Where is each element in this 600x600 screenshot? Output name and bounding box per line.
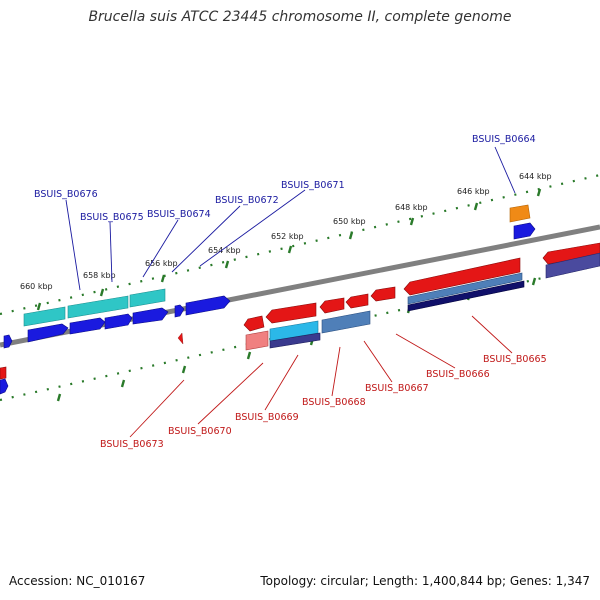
map-title: Brucella suis ATCC 23445 chromosome II, … <box>88 9 512 25</box>
major-tick <box>536 188 542 197</box>
label-leaders <box>65 146 516 438</box>
gene-arrow-forward <box>104 313 133 330</box>
gene-arrow-forward <box>3 334 13 349</box>
leader-forward <box>65 199 81 291</box>
major-tick <box>99 288 105 297</box>
gene-feature-cyan <box>67 295 129 319</box>
gene-label-b0669[interactable]: BSUIS_B0669 <box>235 412 299 423</box>
major-tick <box>224 260 230 269</box>
gene-arrow-forward <box>185 295 231 316</box>
gene-arrow-forward <box>174 304 185 318</box>
gene-feature-cyan <box>269 320 319 342</box>
major-tick <box>181 365 187 374</box>
leader-forward <box>142 219 179 278</box>
scale-label: 658 kbp <box>83 271 116 280</box>
gene-feature-pink <box>245 330 269 351</box>
gene-arrow-reverse <box>0 366 7 380</box>
major-tick <box>287 245 293 254</box>
leader-forward <box>171 205 241 273</box>
gene-labels: BSUIS_B0664 BSUIS_B0671 BSUIS_B0672 BSUI… <box>34 134 547 450</box>
gene-label-b0670[interactable]: BSUIS_B0670 <box>168 426 232 437</box>
major-tick <box>120 379 126 388</box>
major-tick <box>531 277 537 286</box>
reverse-genes <box>0 242 600 380</box>
major-tick <box>56 393 62 402</box>
major-tick <box>473 202 479 211</box>
gene-label-b0673[interactable]: BSUIS_B0673 <box>100 439 164 450</box>
scale-label: 646 kbp <box>457 187 490 196</box>
gene-arrow-forward <box>27 323 69 343</box>
scale-label: 656 kbp <box>145 259 178 268</box>
gene-arrow-forward <box>0 378 9 395</box>
gene-feature-steel <box>321 310 371 334</box>
leader-forward <box>199 189 306 267</box>
gene-arrow-reverse <box>403 257 521 296</box>
gene-arrow-reverse <box>177 332 184 345</box>
major-tick <box>36 302 42 311</box>
gene-label-b0666[interactable]: BSUIS_B0666 <box>426 369 490 380</box>
scale-label: 652 kbp <box>271 232 304 241</box>
gene-feature-navy <box>269 332 321 349</box>
leader-reverse <box>129 379 185 438</box>
scale-label: 648 kbp <box>395 203 428 212</box>
gene-arrow-forward <box>132 307 169 325</box>
leader-reverse <box>363 340 393 383</box>
gene-label-b0668[interactable]: BSUIS_B0668 <box>302 397 366 408</box>
major-tick <box>246 351 252 360</box>
gene-arrow-reverse <box>370 286 396 302</box>
gene-feature-orange <box>509 204 531 223</box>
scale-labels: 644 kbp 646 kbp 648 kbp 650 kbp 652 kbp … <box>20 172 552 291</box>
gene-arrow-reverse <box>265 302 317 324</box>
gene-label-b0665[interactable]: BSUIS_B0665 <box>483 354 547 365</box>
gene-arrow-reverse <box>243 315 265 332</box>
gene-arrow-forward <box>513 222 536 240</box>
major-tick <box>348 231 354 240</box>
genome-summary-text: Topology: circular; Length: 1,400,844 bp… <box>260 574 590 588</box>
accession-text: Accession: NC_010167 <box>9 574 146 588</box>
leader-forward <box>494 146 516 194</box>
leader-reverse <box>331 346 341 397</box>
leader-reverse <box>197 362 264 425</box>
major-tick <box>409 217 415 226</box>
scale-label: 660 kbp <box>20 282 53 291</box>
gene-feature-cyan <box>23 306 66 327</box>
scale-label: 644 kbp <box>519 172 552 181</box>
gene-arrow-forward <box>69 317 106 335</box>
gene-label-b0667[interactable]: BSUIS_B0667 <box>365 383 429 394</box>
leader-reverse <box>264 354 299 411</box>
gene-label-b0676[interactable]: BSUIS_B0676 <box>34 189 98 200</box>
gene-label-b0671[interactable]: BSUIS_B0671 <box>281 180 345 191</box>
scale-label: 654 kbp <box>208 246 241 255</box>
gene-label-b0664[interactable]: BSUIS_B0664 <box>472 134 536 145</box>
gene-feature-cyan <box>129 288 166 308</box>
major-tick <box>160 274 166 283</box>
gene-arrow-reverse <box>345 293 369 309</box>
leader-reverse <box>395 333 456 369</box>
scale-label: 650 kbp <box>333 217 366 226</box>
gene-label-b0675[interactable]: BSUIS_B0675 <box>80 212 144 223</box>
gene-feature-steel <box>407 272 523 305</box>
gene-arrow-reverse <box>319 297 345 314</box>
gene-feature-navy <box>407 280 525 312</box>
forward-genes <box>0 204 536 395</box>
leader-reverse <box>471 315 513 354</box>
gene-label-b0672[interactable]: BSUIS_B0672 <box>215 195 279 206</box>
gene-feature-navy <box>545 252 600 279</box>
gene-label-b0674[interactable]: BSUIS_B0674 <box>147 209 211 220</box>
leader-forward <box>109 221 113 283</box>
major-ticks-outer <box>36 188 542 311</box>
